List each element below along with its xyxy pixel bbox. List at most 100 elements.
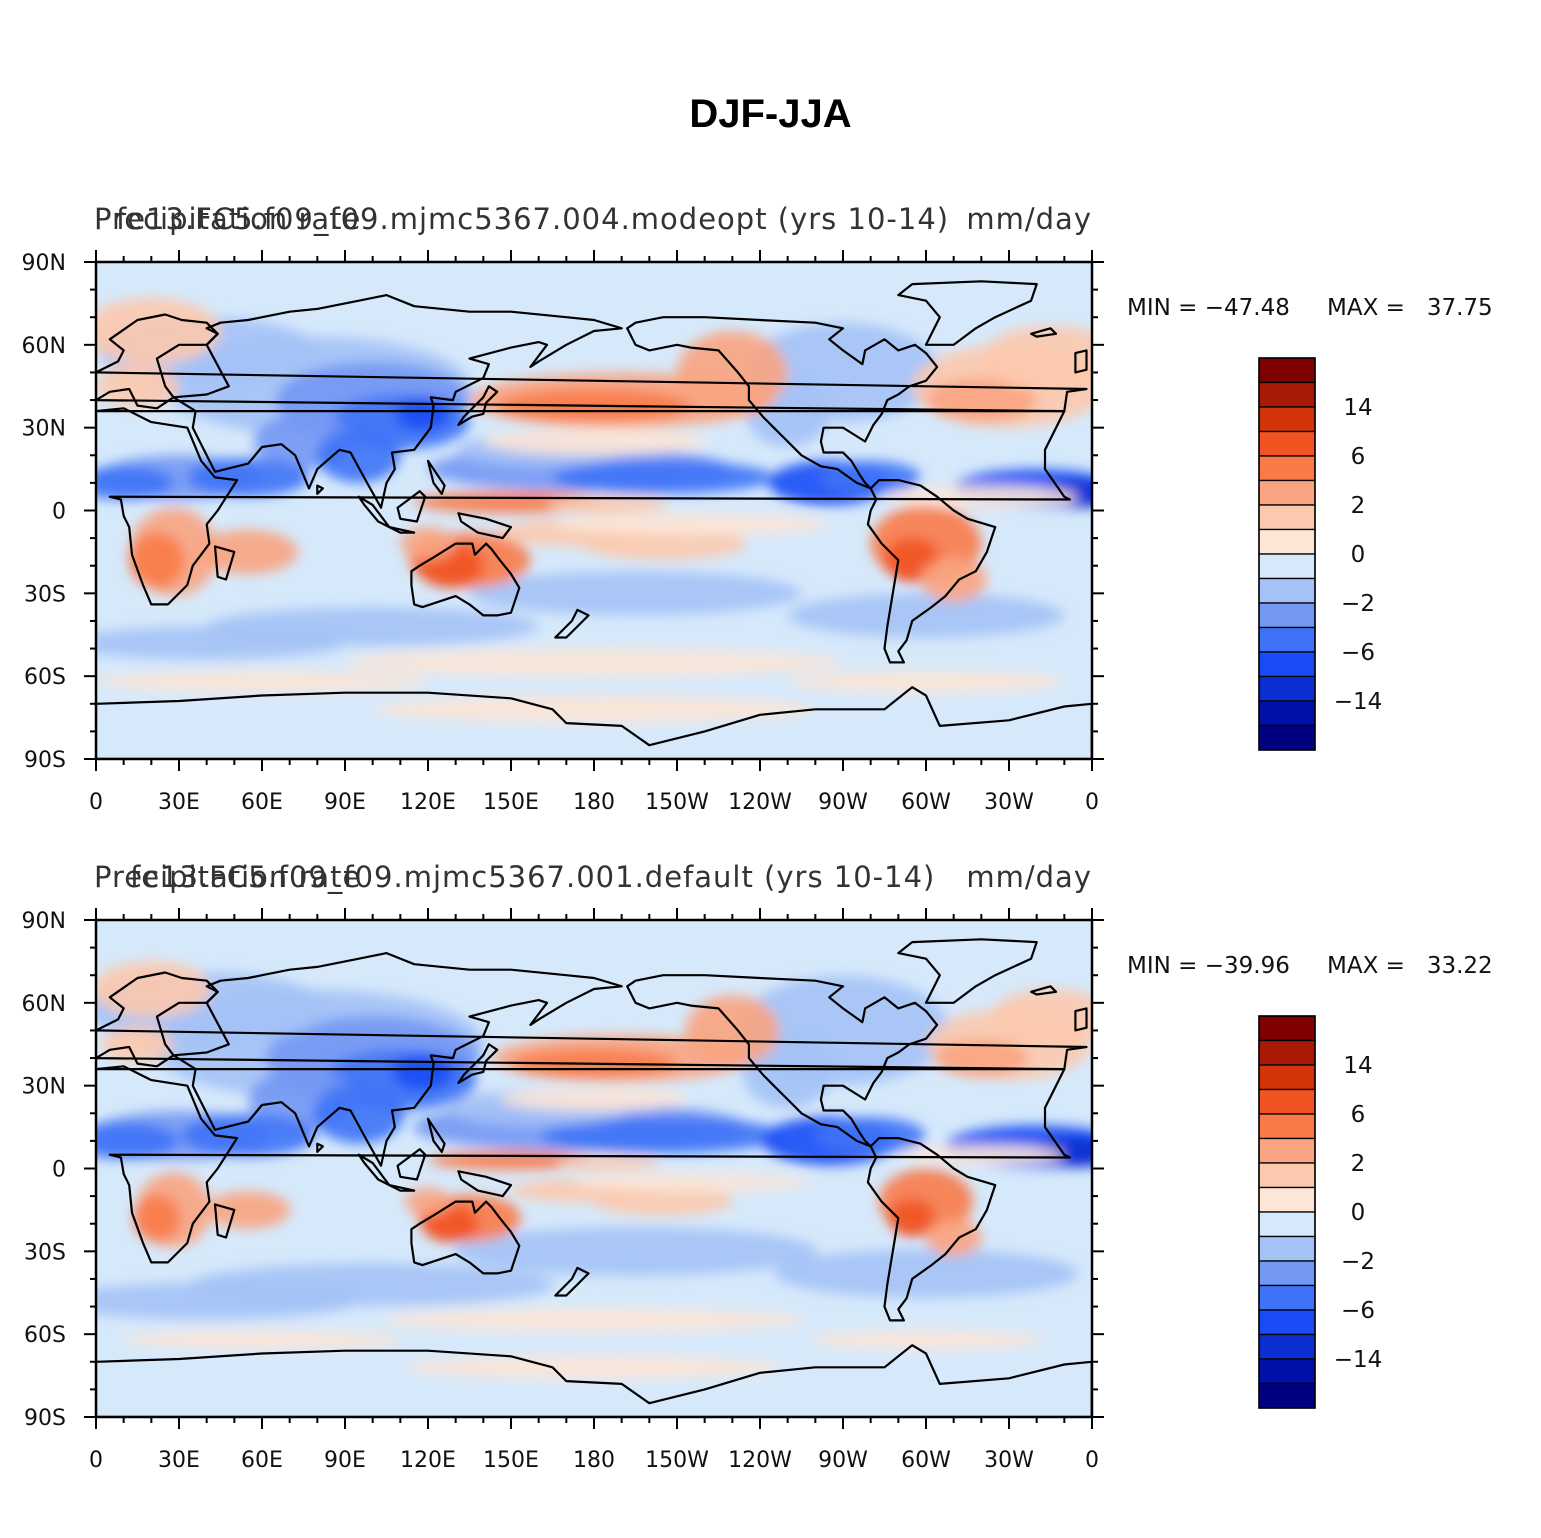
coastline (554, 1266, 590, 1297)
anomaly-region (96, 1282, 359, 1320)
x-tick-label: 120E (400, 1448, 456, 1473)
coastline (396, 1148, 427, 1181)
colorbar-box (1258, 1113, 1316, 1140)
colorbar-frame (1258, 357, 1316, 751)
y-tick-label: 60N (22, 334, 66, 359)
colorbar-label: 6 (1351, 1102, 1366, 1128)
x-tick-label: 90W (818, 790, 868, 815)
coastline (213, 545, 236, 581)
anomaly-region (181, 1114, 316, 1157)
anomaly-region (96, 364, 179, 409)
coastline (357, 1153, 391, 1187)
colorbar-label: 0 (1351, 1200, 1366, 1226)
anomaly-region (382, 1308, 806, 1333)
axis-ticks (84, 250, 1104, 771)
anomaly-region (469, 571, 802, 616)
x-tick-label: 90E (324, 790, 366, 815)
colorbar-box (1258, 1211, 1316, 1238)
anomaly-region (787, 593, 1065, 638)
coastline (172, 951, 623, 1167)
coastline (457, 1043, 499, 1085)
anomaly-region (685, 995, 780, 1066)
panel-2-max-label: MAX = 33.22 (1327, 953, 1493, 979)
coastline (396, 490, 427, 523)
anomaly-region (677, 331, 788, 414)
coastline (457, 1170, 513, 1198)
anomaly-region (808, 1330, 1044, 1350)
coastline (388, 525, 416, 534)
x-tick-label: 60W (901, 790, 951, 815)
x-tick-label: 30W (984, 1448, 1034, 1473)
colorbar-box (1258, 724, 1316, 751)
x-tick-label: 60E (241, 1448, 283, 1473)
colorbar: 14 6 2 0 −2 −6 −14 (1258, 1015, 1383, 1409)
x-tick-label: 0 (1085, 1448, 1099, 1473)
colorbar-box (1258, 602, 1316, 629)
y-tick-label: 60S (24, 665, 66, 690)
anomaly-region (96, 1122, 179, 1160)
colorbar-box (1258, 406, 1316, 433)
colorbar-box (1258, 528, 1316, 555)
coastline (316, 1142, 324, 1154)
y-tick-label: 30N (22, 417, 66, 442)
anomaly-region (96, 670, 428, 693)
panel-2-center-string: fe13.FC5.f09_f09.mjmc5367.001.default (y… (130, 860, 936, 894)
colorbar-box (1258, 553, 1316, 580)
panel-2-left-string: Precipitation rate (94, 860, 362, 894)
y-tick-label: 90S (24, 1406, 66, 1431)
colorbar-box (1258, 651, 1316, 678)
anomaly-region (556, 1156, 660, 1170)
colorbar-label: −14 (1334, 1347, 1383, 1373)
y-tick-label: 60S (24, 1323, 66, 1348)
y-tick-label: 0 (52, 1158, 66, 1183)
y-tick-label: 90N (22, 909, 66, 934)
colorbar-box (1258, 1284, 1316, 1311)
anomaly-region (888, 1199, 936, 1237)
x-tick-label: 30E (158, 790, 200, 815)
colorbar-box (1258, 1309, 1316, 1336)
panel-1-right-string: mm/day (966, 202, 1092, 236)
colorbar-box (1258, 626, 1316, 653)
panel-1-min-label: MIN = −47.48 (1127, 295, 1290, 321)
coastline (626, 316, 939, 490)
anomaly-region (920, 557, 987, 602)
axis-ticks (84, 908, 1104, 1429)
anomaly-region (404, 1187, 452, 1216)
x-tick-label: 180 (573, 790, 615, 815)
y-tick-label: 0 (52, 500, 66, 525)
anomaly-region (573, 1172, 809, 1192)
coastline (626, 974, 939, 1148)
x-tick-label: 60W (901, 1448, 951, 1473)
anomaly-region (552, 460, 774, 494)
colorbar: 14 6 2 0 −2 −6 −14 (1258, 357, 1382, 751)
x-tick-label: 120E (400, 790, 456, 815)
anomaly-region (129, 532, 185, 588)
precip-anomaly-field (96, 297, 1092, 724)
x-tick-label: 30W (984, 790, 1034, 815)
anomaly-region (499, 1087, 689, 1112)
colorbar-box (1258, 1186, 1316, 1213)
colorbar-box (1258, 1162, 1316, 1189)
colorbar-frame (1258, 1015, 1316, 1409)
anomaly-region (991, 988, 1092, 1045)
coastline (172, 294, 623, 509)
colorbar-box (1258, 700, 1316, 727)
anomaly-region (820, 460, 921, 494)
x-tick-label: 150E (483, 790, 539, 815)
coastline (357, 495, 391, 529)
x-tick-label: 90E (324, 1448, 366, 1473)
anomaly-region (546, 496, 669, 514)
coastline (1074, 1007, 1088, 1032)
coastline (316, 484, 324, 495)
panel-1-max-label: MAX = 37.75 (1327, 295, 1493, 321)
anomaly-region (120, 1330, 404, 1350)
anomaly-region (133, 1194, 181, 1242)
colorbar-box (1258, 455, 1316, 482)
anomaly-region (552, 513, 830, 536)
y-tick-label: 90S (24, 748, 66, 773)
anomaly-region (372, 695, 816, 724)
colorbar-box (1258, 1235, 1316, 1262)
anomaly-region (96, 626, 345, 660)
coastline (96, 1344, 1092, 1417)
